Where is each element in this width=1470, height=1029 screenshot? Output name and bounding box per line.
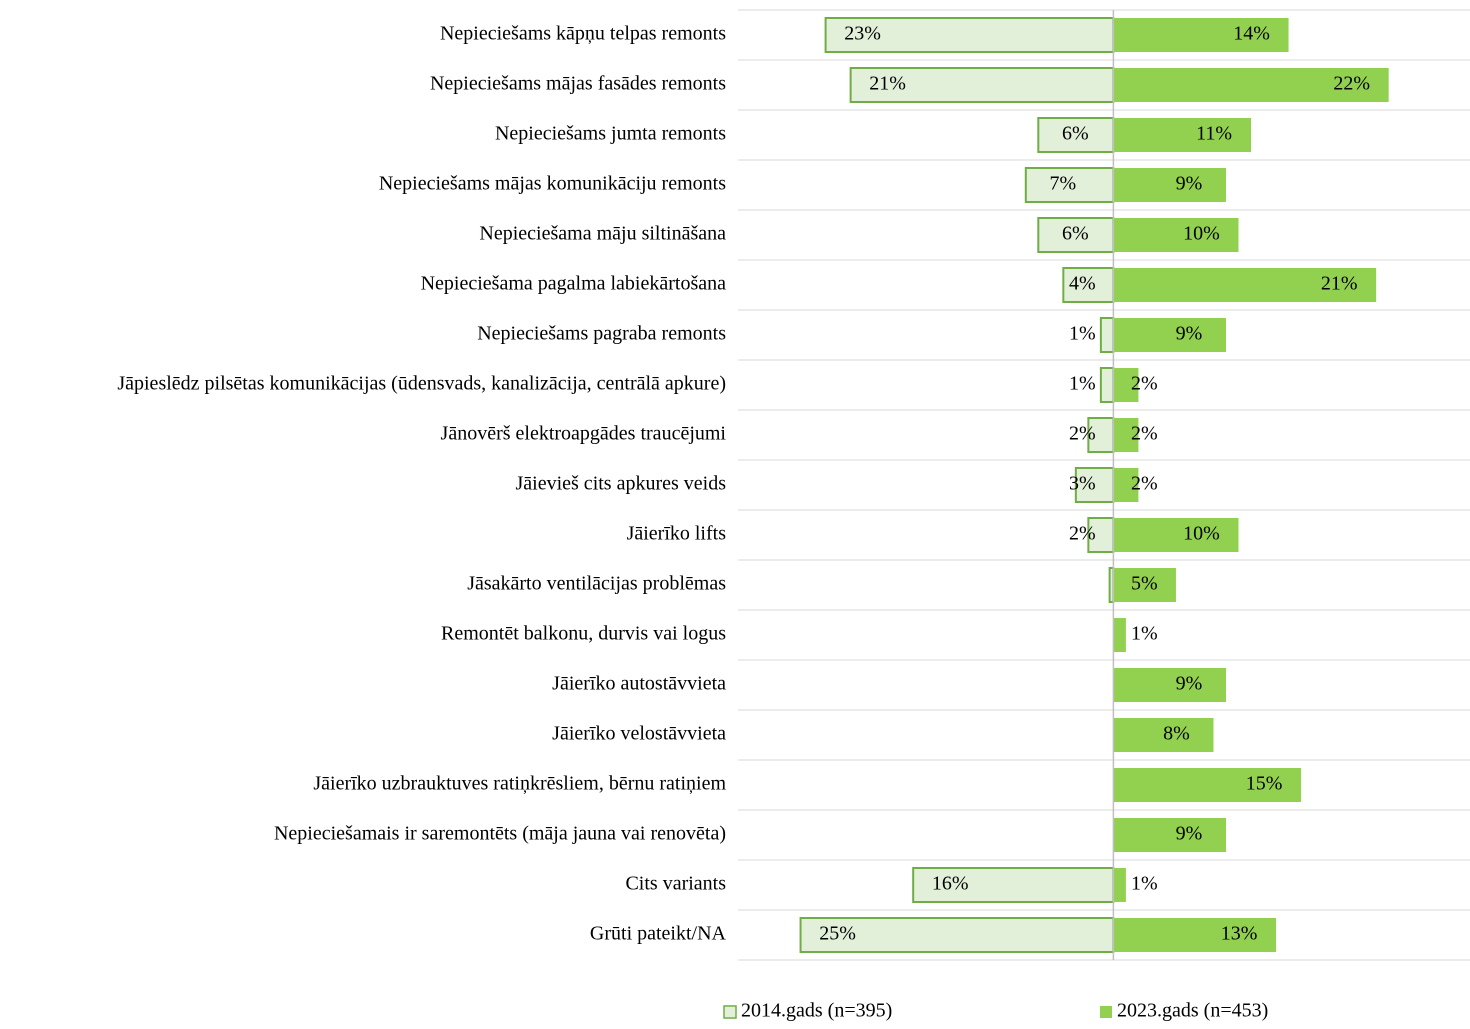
data-label: 1%	[1131, 873, 1158, 895]
category-label: Remontēt balkonu, durvis vai logus	[441, 623, 726, 645]
category-label: Nepieciešams kāpņu telpas remonts	[440, 23, 726, 45]
bar	[1113, 868, 1126, 902]
category-label: Nepieciešama māju siltināšana	[479, 223, 726, 245]
category-label: Nepieciešamais ir saremontēts (māja jaun…	[274, 823, 726, 845]
category-label: Jāievieš cits apkures veids	[516, 473, 727, 495]
data-label: 9%	[1176, 673, 1203, 695]
data-label: 2%	[1131, 373, 1158, 395]
data-label: 9%	[1176, 173, 1203, 195]
category-label: Jāierīko lifts	[627, 523, 727, 545]
category-label: Jāierīko uzbrauktuves ratiņkrēsliem, bēr…	[313, 773, 726, 795]
data-label: 2%	[1131, 473, 1158, 495]
category-label: Grūti pateikt/NA	[590, 923, 727, 945]
data-label: 9%	[1176, 323, 1203, 345]
data-label: 6%	[1062, 223, 1089, 245]
data-label: 1%	[1069, 323, 1096, 345]
bar	[849, 67, 1115, 103]
data-label: 13%	[1221, 923, 1258, 945]
bar	[1113, 618, 1126, 652]
data-label: 22%	[1333, 73, 1370, 95]
category-label: Jāsakārto ventilācijas problēmas	[467, 573, 726, 595]
bar	[1113, 718, 1214, 752]
legend-swatch	[723, 1005, 737, 1019]
bar	[1087, 517, 1115, 553]
data-label: 2%	[1131, 423, 1158, 445]
bar	[1113, 418, 1139, 452]
bar	[912, 867, 1115, 903]
bar	[1113, 668, 1226, 702]
category-label: Jāierīko velostāvvieta	[552, 723, 726, 745]
bar	[1087, 417, 1115, 453]
data-label: 7%	[1049, 173, 1076, 195]
bar	[1113, 568, 1176, 602]
category-label: Nepieciešama pagalma labiekārtošana	[421, 273, 727, 295]
data-label: 2%	[1069, 423, 1096, 445]
bar	[1062, 267, 1115, 303]
legend-swatch	[1100, 1006, 1112, 1018]
category-label: Jāierīko autostāvvieta	[552, 673, 726, 695]
data-label: 14%	[1233, 23, 1270, 45]
category-label: Jānovērš elektroapgādes traucējumi	[441, 423, 727, 445]
data-label: 21%	[869, 73, 906, 95]
data-label: 23%	[844, 23, 881, 45]
bar	[1074, 467, 1115, 503]
bar	[1113, 518, 1239, 552]
bar	[1113, 368, 1139, 402]
data-label: 16%	[932, 873, 969, 895]
bar	[1113, 818, 1226, 852]
data-label: 11%	[1196, 123, 1232, 145]
bar	[1113, 918, 1277, 952]
bar	[824, 17, 1115, 53]
bar	[1113, 168, 1226, 202]
data-label: 6%	[1062, 123, 1089, 145]
data-label: 9%	[1176, 823, 1203, 845]
data-label: 10%	[1183, 523, 1220, 545]
data-label: 25%	[819, 923, 856, 945]
category-label: Nepieciešams mājas komunikāciju remonts	[379, 173, 726, 195]
category-label: Nepieciešams mājas fasādes remonts	[430, 73, 726, 95]
bar	[1113, 268, 1377, 302]
bar	[1113, 768, 1302, 802]
legend-label: 2014.gads (n=395)	[741, 1000, 892, 1022]
data-label: 10%	[1183, 223, 1220, 245]
data-label: 15%	[1246, 773, 1283, 795]
category-label: Nepieciešams jumta remonts	[495, 123, 726, 145]
bar	[1024, 167, 1115, 203]
bar	[1113, 118, 1252, 152]
data-label: 1%	[1069, 373, 1096, 395]
data-label: 8%	[1163, 723, 1190, 745]
data-label: 2%	[1069, 523, 1096, 545]
bar	[1113, 218, 1239, 252]
bar	[1037, 217, 1115, 253]
data-label: 4%	[1069, 273, 1096, 295]
category-label: Jāpieslēdz pilsētas komunikācijas (ūdens…	[117, 373, 726, 395]
bar	[1113, 68, 1389, 102]
bar	[1099, 367, 1115, 403]
bar	[1037, 117, 1115, 153]
bar	[1113, 318, 1226, 352]
category-label: Nepieciešams pagraba remonts	[477, 323, 726, 345]
category-label: Cits variants	[625, 873, 726, 895]
bar	[1113, 468, 1139, 502]
data-label: 21%	[1321, 273, 1358, 295]
data-label: 1%	[1131, 623, 1158, 645]
bar	[1113, 18, 1289, 52]
bar	[1099, 317, 1115, 353]
data-label: 5%	[1131, 573, 1158, 595]
legend-label: 2023.gads (n=453)	[1117, 1000, 1268, 1022]
data-label: 3%	[1069, 473, 1096, 495]
